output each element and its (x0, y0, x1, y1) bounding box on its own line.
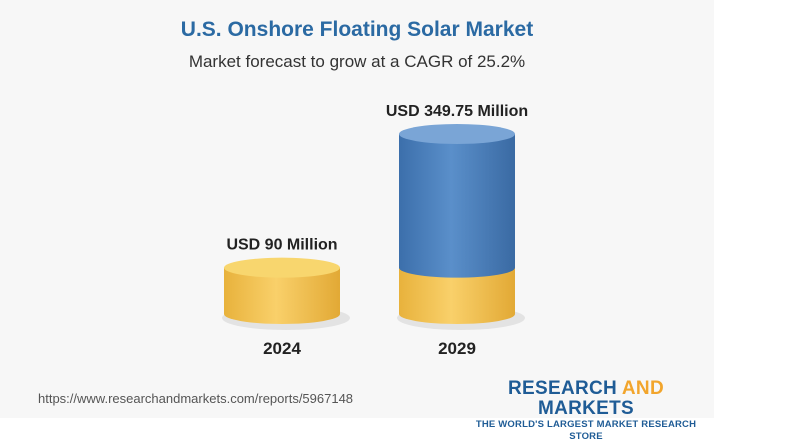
source-url[interactable]: https://www.researchandmarkets.com/repor… (38, 391, 354, 406)
bar-base-segment-2024 (224, 267, 340, 324)
logo-word-and: AND (621, 378, 664, 399)
margin-strip (714, 0, 800, 418)
bar-growth-segment-2029 (399, 134, 515, 278)
chart-subtitle: Market forecast to grow at a CAGR of 25.… (188, 52, 526, 71)
data-label-2024: USD 90 Million (226, 237, 337, 254)
data-label-2029: USD 349.75 Million (386, 103, 528, 120)
logo-tagline: THE WORLD'S LARGEST MARKET RESEARCH STOR… (475, 419, 697, 442)
logo-word-research: RESEARCH (508, 378, 618, 399)
bar-chart: USD 90 Million 2024 USD 349.75 Million 2029 (222, 103, 528, 358)
chart-card (0, 0, 714, 418)
category-label-2029: 2029 (438, 339, 476, 358)
logo-word-markets: MARKETS (537, 398, 635, 419)
logo-wordmark: RESEARCH AND MARKETS (466, 379, 706, 419)
chart-title: U.S. Onshore Floating Solar Market (180, 18, 534, 41)
category-label-2024: 2024 (263, 339, 301, 358)
brand-logo: RESEARCH AND MARKETS THE WORLD'S LARGEST… (466, 379, 706, 443)
bar-base-segment-2024-top (224, 257, 340, 278)
bar-base-segment-2029 (399, 267, 515, 324)
bar-growth-segment-2029-top (399, 124, 515, 144)
